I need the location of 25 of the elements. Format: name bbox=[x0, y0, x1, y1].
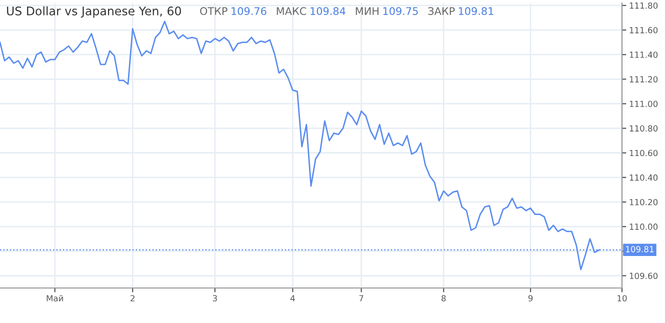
annotation: ЗАКР 109.81 bbox=[428, 7, 494, 16]
y-tick-label: 111.60 bbox=[630, 27, 658, 34]
y-tick-label: 110.40 bbox=[630, 174, 658, 181]
x-tick-label: 3 bbox=[212, 295, 217, 302]
y-tick-label: 110.60 bbox=[630, 150, 658, 156]
y-tick-label: 109.60 bbox=[630, 272, 658, 279]
y-tick-label: 111.00 bbox=[630, 100, 658, 108]
y-tick-label: 111.40 bbox=[630, 52, 658, 58]
x-tick-label: 4 bbox=[290, 295, 295, 302]
x-tick-label: 8 bbox=[442, 295, 446, 302]
y-tick-label: 111.80 bbox=[630, 2, 658, 9]
y-tick-label: 110.80 bbox=[630, 125, 658, 132]
x-tick-label: 9 bbox=[528, 295, 533, 302]
chart-title: US Dollar vs Japanese Yen, 60 bbox=[7, 6, 181, 18]
x-tick-label: 2 bbox=[130, 295, 134, 302]
annotation: МИН 109.75 bbox=[356, 7, 418, 16]
y-tick-label: 110.20 bbox=[630, 198, 658, 206]
x-tick-label: 10 bbox=[618, 295, 627, 302]
x-tick-label: 7 bbox=[359, 295, 364, 302]
annotation: ОТКР 109.76 bbox=[200, 7, 266, 16]
ref-line-label: 109.81 bbox=[626, 246, 654, 252]
x-tick-label: Май bbox=[46, 294, 63, 302]
annotation: МАКС 109.84 bbox=[276, 7, 346, 16]
y-tick-label: 110.00 bbox=[630, 224, 658, 230]
y-tick-label: 111.20 bbox=[630, 76, 658, 82]
